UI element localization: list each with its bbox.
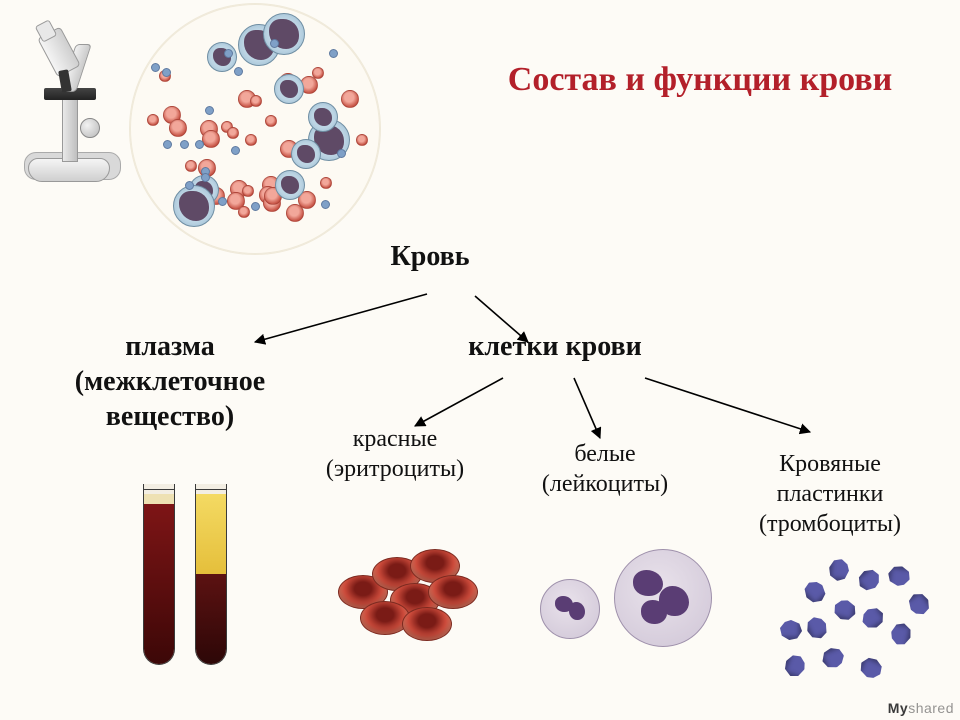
blood-smear-circle	[130, 4, 380, 254]
test-tubes-image	[115, 480, 265, 690]
microscope-image	[14, 28, 124, 188]
tree-node-plasma: плазма(межклеточноевещество)	[40, 329, 300, 434]
watermark-bold: My	[888, 700, 908, 716]
watermark-rest: shared	[908, 700, 954, 716]
tree-node-wbc: белые(лейкоциты)	[510, 439, 700, 499]
watermark: Myshared	[888, 700, 954, 716]
erythrocytes-image	[330, 545, 480, 645]
tree-node-root: Кровь	[365, 239, 495, 274]
tree-node-platelets: Кровяныепластинки(тромбоциты)	[720, 449, 940, 539]
tree-node-cells: клетки крови	[440, 329, 670, 364]
tree-node-rbc: красные(эритроциты)	[295, 424, 495, 484]
platelets-image	[770, 560, 940, 700]
page-title: Состав и функции крови	[500, 60, 900, 101]
leukocytes-image	[540, 545, 720, 665]
